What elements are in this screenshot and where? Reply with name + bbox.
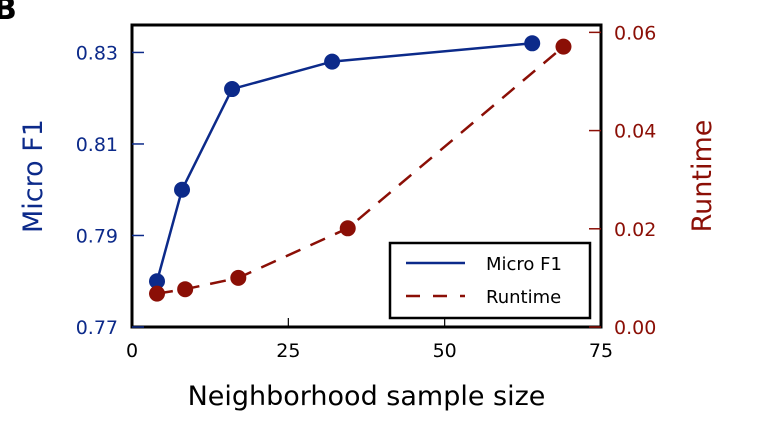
data-point [174, 181, 191, 198]
data-point [224, 81, 241, 98]
x-tick-label: 25 [276, 340, 300, 362]
plot-area [149, 35, 572, 302]
data-point [177, 281, 194, 298]
panel-label: B [0, 0, 17, 27]
data-point [524, 35, 541, 52]
y-left-tick-label: 0.79 [76, 225, 118, 247]
data-point [149, 285, 166, 302]
data-point [230, 269, 247, 286]
y-right-tick-label: 0.02 [614, 219, 656, 241]
y-right-tick-label: 0.00 [614, 317, 656, 339]
legend-label: Micro F1 [486, 254, 562, 275]
y-left-axis-label: Micro F1 [18, 119, 49, 233]
y-left-tick-label: 0.81 [76, 134, 118, 156]
data-point [339, 220, 356, 237]
data-point [324, 53, 341, 70]
data-point [149, 273, 166, 290]
y-right-tick-label: 0.04 [614, 121, 656, 143]
y-left-tick-label: 0.83 [76, 42, 118, 64]
x-tick-label: 75 [589, 340, 613, 362]
x-axis-label: Neighborhood sample size [188, 381, 546, 412]
legend: Micro F1 Runtime [388, 241, 592, 320]
legend-box [388, 241, 592, 320]
legend-label: Runtime [486, 287, 561, 308]
axes: 0 25 50 75 0.77 0.79 0.81 0.83 0.00 0.02 0.04 0.06 N… [18, 22, 718, 412]
y-left-tick-label: 0.77 [76, 317, 118, 339]
y-right-tick-label: 0.06 [614, 22, 656, 44]
data-point [555, 38, 572, 55]
x-tick-label: 0 [126, 340, 138, 362]
x-tick-label: 50 [433, 340, 457, 362]
y-right-axis-label: Runtime [687, 120, 718, 233]
axes-frame [130, 23, 603, 329]
